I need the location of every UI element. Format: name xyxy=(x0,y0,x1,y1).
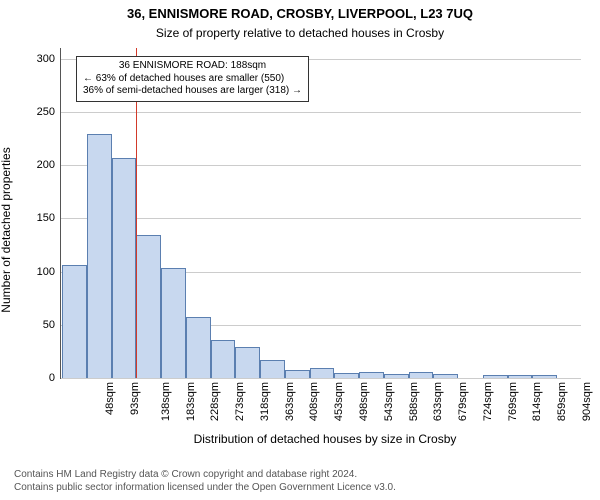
x-tick-label: 814sqm xyxy=(531,382,543,421)
chart-title-main: 36, ENNISMORE ROAD, CROSBY, LIVERPOOL, L… xyxy=(0,6,600,21)
histogram-bar xyxy=(211,340,236,378)
y-axis-label: Number of detached properties xyxy=(0,147,13,312)
histogram-bar xyxy=(334,373,359,378)
x-tick-label: 633sqm xyxy=(432,382,444,421)
histogram-bar xyxy=(433,374,458,378)
annotation-line: 36 ENNISMORE ROAD: 188sqm xyxy=(83,60,302,73)
histogram-bar xyxy=(409,372,434,378)
y-tick-label: 0 xyxy=(49,372,61,384)
histogram-bar xyxy=(508,375,533,378)
x-tick-label: 724sqm xyxy=(482,382,494,421)
x-tick-label: 138sqm xyxy=(160,382,172,421)
x-tick-label: 543sqm xyxy=(383,382,395,421)
y-tick-label: 150 xyxy=(37,212,61,224)
histogram-bar xyxy=(532,375,557,378)
histogram-bar xyxy=(260,360,285,378)
annotation-box: 36 ENNISMORE ROAD: 188sqm← 63% of detach… xyxy=(76,56,309,102)
gridline xyxy=(61,165,581,166)
histogram-bar xyxy=(359,372,384,378)
attribution-line: Contains public sector information licen… xyxy=(14,482,396,495)
x-tick-label: 859sqm xyxy=(556,382,568,421)
gridline xyxy=(61,378,581,379)
histogram-bar xyxy=(112,158,137,378)
x-axis-label: Distribution of detached houses by size … xyxy=(60,432,590,446)
x-tick-label: 408sqm xyxy=(309,382,321,421)
x-tick-label: 904sqm xyxy=(581,382,593,421)
annotation-line: 36% of semi-detached houses are larger (… xyxy=(83,85,302,98)
gridline xyxy=(61,112,581,113)
y-tick-label: 300 xyxy=(37,53,61,65)
histogram-bar xyxy=(87,134,112,378)
histogram-bar xyxy=(384,374,409,378)
histogram-bar xyxy=(483,375,508,378)
histogram-bar xyxy=(310,368,335,378)
y-tick-label: 250 xyxy=(37,106,61,118)
y-tick-label: 100 xyxy=(37,266,61,278)
x-tick-label: 363sqm xyxy=(284,382,296,421)
x-tick-label: 453sqm xyxy=(333,382,345,421)
histogram-bar xyxy=(161,268,186,378)
x-tick-label: 93sqm xyxy=(129,382,141,415)
histogram-bar xyxy=(62,265,87,378)
histogram-bar xyxy=(235,347,260,378)
x-tick-label: 588sqm xyxy=(408,382,420,421)
gridline xyxy=(61,218,581,219)
y-tick-label: 50 xyxy=(43,319,61,331)
histogram-bar xyxy=(285,370,310,378)
x-tick-label: 48sqm xyxy=(104,382,116,415)
x-tick-label: 769sqm xyxy=(507,382,519,421)
data-attribution: Contains HM Land Registry data © Crown c… xyxy=(14,469,396,494)
attribution-line: Contains HM Land Registry data © Crown c… xyxy=(14,469,396,482)
x-tick-label: 679sqm xyxy=(457,382,469,421)
x-tick-label: 318sqm xyxy=(259,382,271,421)
chart-title-sub: Size of property relative to detached ho… xyxy=(0,26,600,40)
annotation-line: ← 63% of detached houses are smaller (55… xyxy=(83,73,302,86)
y-tick-label: 200 xyxy=(37,159,61,171)
histogram-bar xyxy=(136,235,161,378)
x-tick-label: 183sqm xyxy=(185,382,197,421)
x-tick-label: 273sqm xyxy=(234,382,246,421)
histogram-bar xyxy=(186,317,211,378)
x-tick-label: 228sqm xyxy=(210,382,222,421)
x-tick-label: 498sqm xyxy=(358,382,370,421)
